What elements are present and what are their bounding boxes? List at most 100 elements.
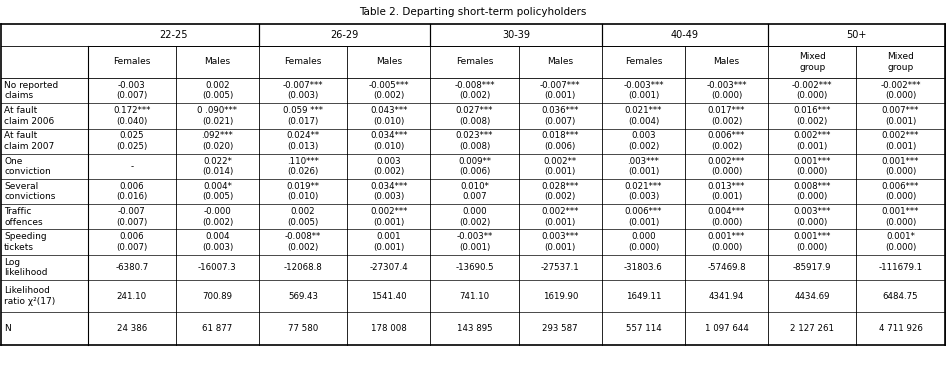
Text: Males: Males	[547, 57, 573, 66]
Text: 0.002***
(0.001): 0.002*** (0.001)	[794, 131, 831, 151]
Text: Females: Females	[624, 57, 662, 66]
Text: 293 587: 293 587	[542, 324, 578, 333]
Text: 241.10: 241.10	[116, 292, 147, 300]
Text: N: N	[4, 324, 11, 333]
Text: 0.003
(0.002): 0.003 (0.002)	[628, 131, 659, 151]
Text: 0.004
(0.003): 0.004 (0.003)	[201, 232, 233, 252]
Text: .110***
(0.026): .110*** (0.026)	[288, 157, 319, 176]
Text: 26-29: 26-29	[330, 30, 359, 40]
Text: Females: Females	[285, 57, 322, 66]
Text: 0.024**
(0.013): 0.024** (0.013)	[287, 131, 320, 151]
Text: 0.022*
(0.014): 0.022* (0.014)	[201, 157, 233, 176]
Text: 4341.94: 4341.94	[709, 292, 745, 300]
Text: 0.000
(0.002): 0.000 (0.002)	[459, 207, 490, 227]
Text: 0.006***
(0.000): 0.006*** (0.000)	[882, 182, 920, 201]
Text: 0.009**
(0.006): 0.009** (0.006)	[458, 157, 491, 176]
Text: -0.000
(0.002): -0.000 (0.002)	[201, 207, 233, 227]
Text: 0.016***
(0.002): 0.016*** (0.002)	[794, 106, 831, 126]
Text: 24 386: 24 386	[116, 324, 147, 333]
Text: 557 114: 557 114	[625, 324, 661, 333]
Text: -57469.8: -57469.8	[708, 263, 745, 272]
Text: 0.023***
(0.008): 0.023*** (0.008)	[456, 131, 493, 151]
Text: 2 127 261: 2 127 261	[790, 324, 834, 333]
Text: Males: Males	[713, 57, 740, 66]
Text: 1 097 644: 1 097 644	[705, 324, 748, 333]
Text: .092***
(0.020): .092*** (0.020)	[201, 131, 234, 151]
Text: 6484.75: 6484.75	[883, 292, 919, 300]
Text: 40-49: 40-49	[671, 30, 699, 40]
Text: 0.172***
(0.040): 0.172*** (0.040)	[113, 106, 150, 126]
Text: 0.025
(0.025): 0.025 (0.025)	[116, 131, 148, 151]
Text: -: -	[131, 162, 133, 171]
Text: 0.004*
(0.005): 0.004* (0.005)	[201, 182, 233, 201]
Text: 0.021***
(0.003): 0.021*** (0.003)	[624, 182, 662, 201]
Text: -0.002***
(0.000): -0.002*** (0.000)	[792, 81, 832, 100]
Text: 0.003
(0.002): 0.003 (0.002)	[373, 157, 405, 176]
Text: 0 .090***
(0.021): 0 .090*** (0.021)	[198, 106, 237, 126]
Text: 0.008***
(0.000): 0.008*** (0.000)	[794, 182, 831, 201]
Text: 4434.69: 4434.69	[795, 292, 830, 300]
Text: -31803.6: -31803.6	[624, 263, 663, 272]
Text: Likelihood
ratio χ²(17): Likelihood ratio χ²(17)	[4, 287, 56, 306]
Text: One
conviction: One conviction	[4, 157, 51, 176]
Text: Mixed
group: Mixed group	[887, 52, 914, 72]
Text: 0.001***
(0.000): 0.001*** (0.000)	[882, 207, 920, 227]
Text: -0.007
(0.007): -0.007 (0.007)	[116, 207, 148, 227]
Text: Mixed
group: Mixed group	[798, 52, 826, 72]
Text: -0.003***
(0.000): -0.003*** (0.000)	[707, 81, 746, 100]
Text: -111679.1: -111679.1	[879, 263, 922, 272]
Text: 0.028***
(0.002): 0.028*** (0.002)	[541, 182, 579, 201]
Text: 30-39: 30-39	[502, 30, 530, 40]
Text: -0.007***
(0.003): -0.007*** (0.003)	[283, 81, 324, 100]
Text: 0.007***
(0.001): 0.007*** (0.001)	[882, 106, 920, 126]
Text: Table 2. Departing short-term policyholders: Table 2. Departing short-term policyhold…	[359, 7, 587, 18]
Text: Females: Females	[113, 57, 150, 66]
Text: Traffic
offences: Traffic offences	[4, 207, 43, 227]
Text: 0.002***
(0.001): 0.002*** (0.001)	[541, 207, 579, 227]
Text: 0.003***
(0.000): 0.003*** (0.000)	[794, 207, 831, 227]
Text: Several
convictions: Several convictions	[4, 182, 56, 201]
Text: 0.036***
(0.007): 0.036*** (0.007)	[541, 106, 579, 126]
Text: 61 877: 61 877	[202, 324, 233, 333]
Text: 569.43: 569.43	[289, 292, 318, 300]
Text: 0.002
(0.005): 0.002 (0.005)	[288, 207, 319, 227]
Text: -27537.1: -27537.1	[541, 263, 580, 272]
Text: Males: Males	[376, 57, 402, 66]
Text: 0.017***
(0.002): 0.017*** (0.002)	[708, 106, 745, 126]
Text: -0.008***
(0.002): -0.008*** (0.002)	[454, 81, 495, 100]
Text: 0.002***
(0.000): 0.002*** (0.000)	[708, 157, 745, 176]
Text: 143 895: 143 895	[457, 324, 492, 333]
Text: At fault
claim 2007: At fault claim 2007	[4, 131, 55, 151]
Text: 4 711 926: 4 711 926	[879, 324, 922, 333]
Text: .003***
(0.001): .003*** (0.001)	[627, 157, 659, 176]
Text: 0.027***
(0.008): 0.027*** (0.008)	[456, 106, 493, 126]
Text: -16007.3: -16007.3	[198, 263, 236, 272]
Text: 700.89: 700.89	[202, 292, 233, 300]
Text: -85917.9: -85917.9	[793, 263, 832, 272]
Text: No reported
claims: No reported claims	[4, 81, 59, 100]
Text: 0.006***
(0.001): 0.006*** (0.001)	[624, 207, 662, 227]
Text: -0.003**
(0.001): -0.003** (0.001)	[456, 232, 493, 252]
Text: -13690.5: -13690.5	[455, 263, 494, 272]
Text: 0.001***
(0.000): 0.001*** (0.000)	[794, 157, 831, 176]
Text: 0.001*
(0.000): 0.001* (0.000)	[885, 232, 916, 252]
Text: 0.002***
(0.001): 0.002*** (0.001)	[882, 131, 920, 151]
Text: Females: Females	[456, 57, 493, 66]
Text: 0.004***
(0.000): 0.004*** (0.000)	[708, 207, 745, 227]
Text: 0.013***
(0.001): 0.013*** (0.001)	[708, 182, 745, 201]
Text: 0.059 ***
(0.017): 0.059 *** (0.017)	[283, 106, 324, 126]
Text: 741.10: 741.10	[460, 292, 490, 300]
Text: -0.003***
(0.001): -0.003*** (0.001)	[623, 81, 664, 100]
Text: -0.003
(0.007): -0.003 (0.007)	[116, 81, 148, 100]
Text: 0.006
(0.007): 0.006 (0.007)	[116, 232, 148, 252]
Text: 1541.40: 1541.40	[371, 292, 407, 300]
Text: 77 580: 77 580	[288, 324, 318, 333]
Text: 0.001
(0.001): 0.001 (0.001)	[373, 232, 405, 252]
Text: 0.000
(0.000): 0.000 (0.000)	[628, 232, 659, 252]
Text: Log
likelihood: Log likelihood	[4, 258, 47, 277]
Text: -0.007***
(0.001): -0.007*** (0.001)	[540, 81, 581, 100]
Text: 0.018***
(0.006): 0.018*** (0.006)	[541, 131, 579, 151]
Text: 22-25: 22-25	[159, 30, 187, 40]
Text: At fault
claim 2006: At fault claim 2006	[4, 106, 55, 126]
Text: 1649.11: 1649.11	[625, 292, 661, 300]
